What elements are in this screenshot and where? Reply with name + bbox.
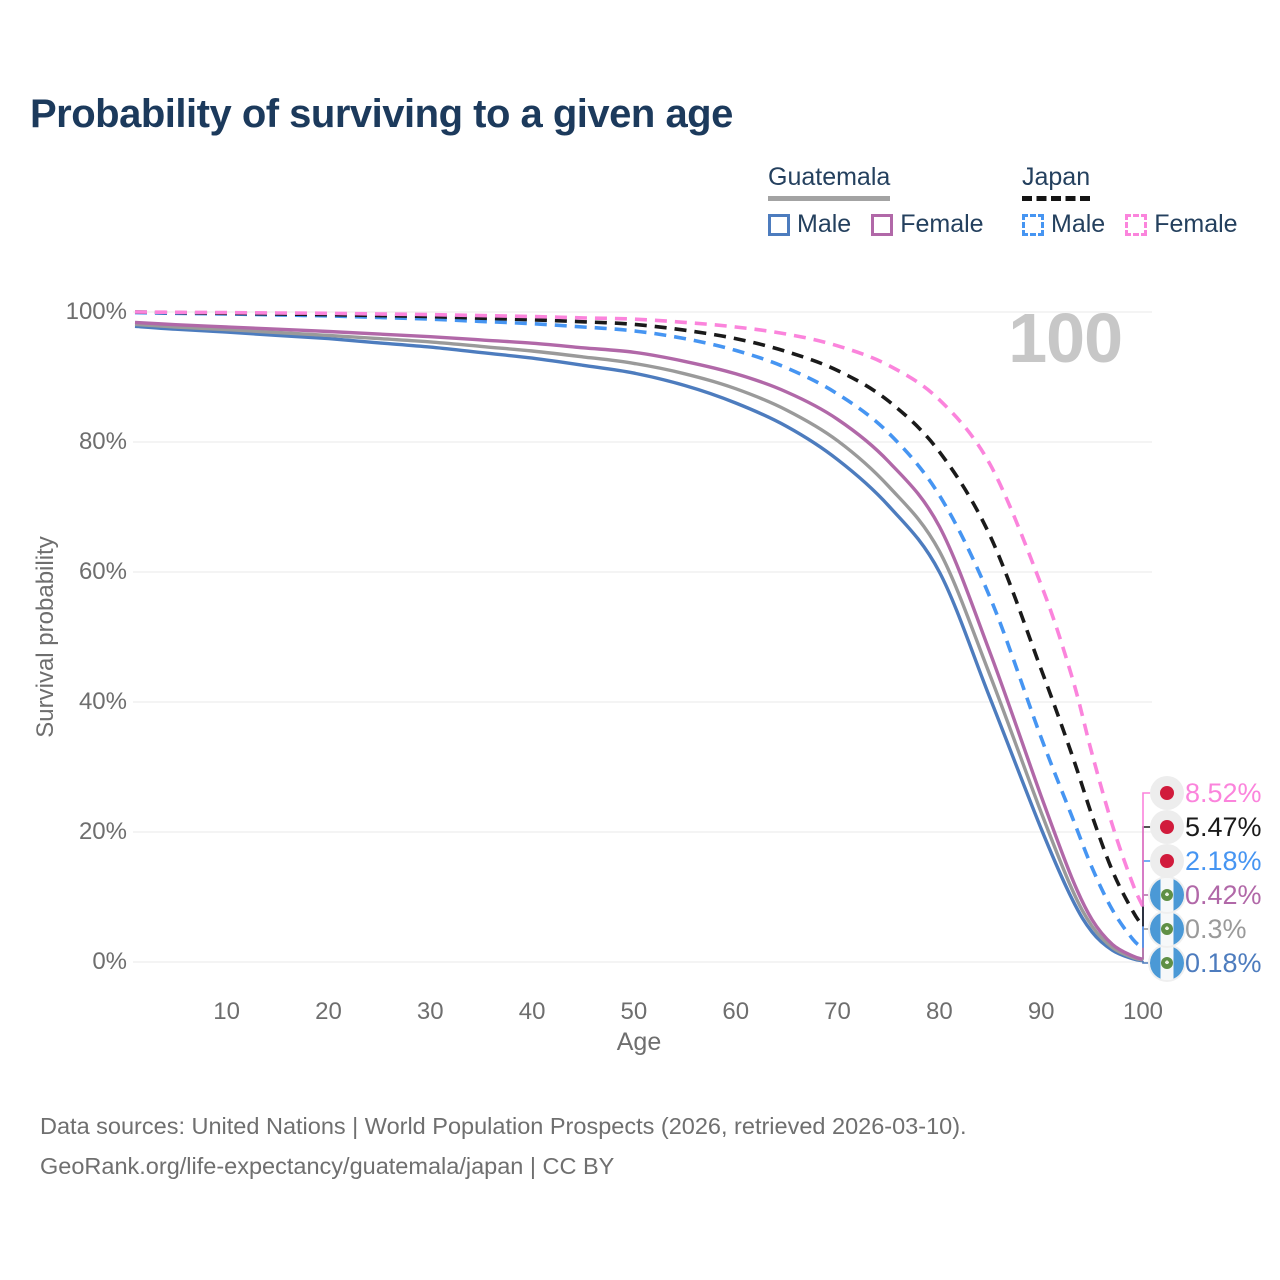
japan-sun-icon <box>1160 820 1174 834</box>
end-label-connector-guatemala-male <box>1142 960 1151 964</box>
guatemala-emblem-icon <box>1161 923 1173 935</box>
end-label-japan-female: 8.52% <box>1185 778 1262 808</box>
attribution-line: GeoRank.org/life-expectancy/guatemala/ja… <box>40 1153 615 1179</box>
end-label-guatemala-both: 0.3% <box>1185 914 1247 944</box>
y-tick-label: 40% <box>78 688 127 715</box>
x-tick-label: 60 <box>722 998 750 1025</box>
guatemala-emblem-icon <box>1161 889 1173 901</box>
y-tick-label: 0% <box>92 948 127 975</box>
guatemala-emblem-icon <box>1161 957 1173 969</box>
end-label-connector-japan-female <box>1142 792 1151 907</box>
x-tick-label: 100 <box>1122 998 1164 1025</box>
legend-item-label: Female <box>1154 210 1238 238</box>
legend-item-label: Male <box>797 210 852 238</box>
japan-flag-icon <box>1150 810 1184 844</box>
end-label-japan-both: 5.47% <box>1185 812 1262 842</box>
legend-group-guatemala: Guatemala Male Female <box>768 163 984 239</box>
x-tick-label: 90 <box>1027 998 1055 1025</box>
guatemala-female-swatch-icon <box>871 213 894 236</box>
legend-item-label: Female <box>900 210 984 238</box>
x-axis-title: Age <box>616 1028 662 1056</box>
end-label-guatemala-male: 0.18% <box>1185 948 1262 978</box>
legend-group-japan: Japan Male Female <box>1022 163 1238 239</box>
curve-japan-female[interactable] <box>134 310 1145 908</box>
curve-guatemala-female[interactable] <box>134 320 1144 961</box>
guatemala-male-swatch-icon <box>768 213 790 236</box>
guatemala-flag-icon <box>1150 946 1184 980</box>
legend-item-label: Male <box>1051 210 1106 238</box>
japan-flag-icon <box>1150 844 1184 878</box>
guatemala-flag-icon <box>1150 912 1184 946</box>
y-tick-label: 60% <box>78 558 127 585</box>
curve-guatemala-both[interactable] <box>134 322 1144 962</box>
x-tick-label: 10 <box>213 998 240 1025</box>
x-tick-label: 70 <box>824 998 851 1025</box>
y-tick-label: 80% <box>78 428 127 455</box>
data-sources-line: Data sources: United Nations | World Pop… <box>40 1113 967 1139</box>
curve-guatemala-male[interactable] <box>134 324 1144 963</box>
end-label-connector-japan-male <box>1142 860 1151 948</box>
end-label-connector-japan-both <box>1142 826 1151 927</box>
end-label-guatemala-female: 0.42% <box>1185 880 1262 910</box>
x-tick-label: 50 <box>620 998 648 1025</box>
curve-japan-both[interactable] <box>134 310 1145 928</box>
japan-female-swatch-icon <box>1125 213 1148 236</box>
x-tick-label: 20 <box>315 998 342 1025</box>
japan-sun-icon <box>1160 854 1174 868</box>
y-tick-label: 20% <box>78 818 127 845</box>
japan-sun-icon <box>1160 786 1174 800</box>
page-title: Probability of surviving to a given age <box>30 92 733 136</box>
curve-japan-male[interactable] <box>134 310 1145 950</box>
legend-country-guatemala[interactable]: Guatemala <box>768 163 891 201</box>
legend-item-guatemala-male[interactable]: Male <box>768 210 851 239</box>
japan-male-swatch-icon <box>1022 213 1044 236</box>
y-tick-label: 100% <box>65 298 127 325</box>
japan-flag-icon <box>1150 776 1184 810</box>
guatemala-flag-icon <box>1150 878 1184 912</box>
end-label-japan-male: 2.18% <box>1185 846 1262 876</box>
legend-item-japan-female[interactable]: Female <box>1125 210 1238 239</box>
legend-item-japan-male[interactable]: Male <box>1022 210 1105 239</box>
legend-country-japan[interactable]: Japan <box>1022 163 1091 201</box>
legend-item-guatemala-female[interactable]: Female <box>871 210 984 239</box>
x-tick-label: 30 <box>416 998 444 1025</box>
footer: Data sources: United Nations | World Pop… <box>40 1106 967 1186</box>
x-tick-label: 40 <box>518 998 546 1025</box>
x-tick-label: 80 <box>926 998 953 1025</box>
